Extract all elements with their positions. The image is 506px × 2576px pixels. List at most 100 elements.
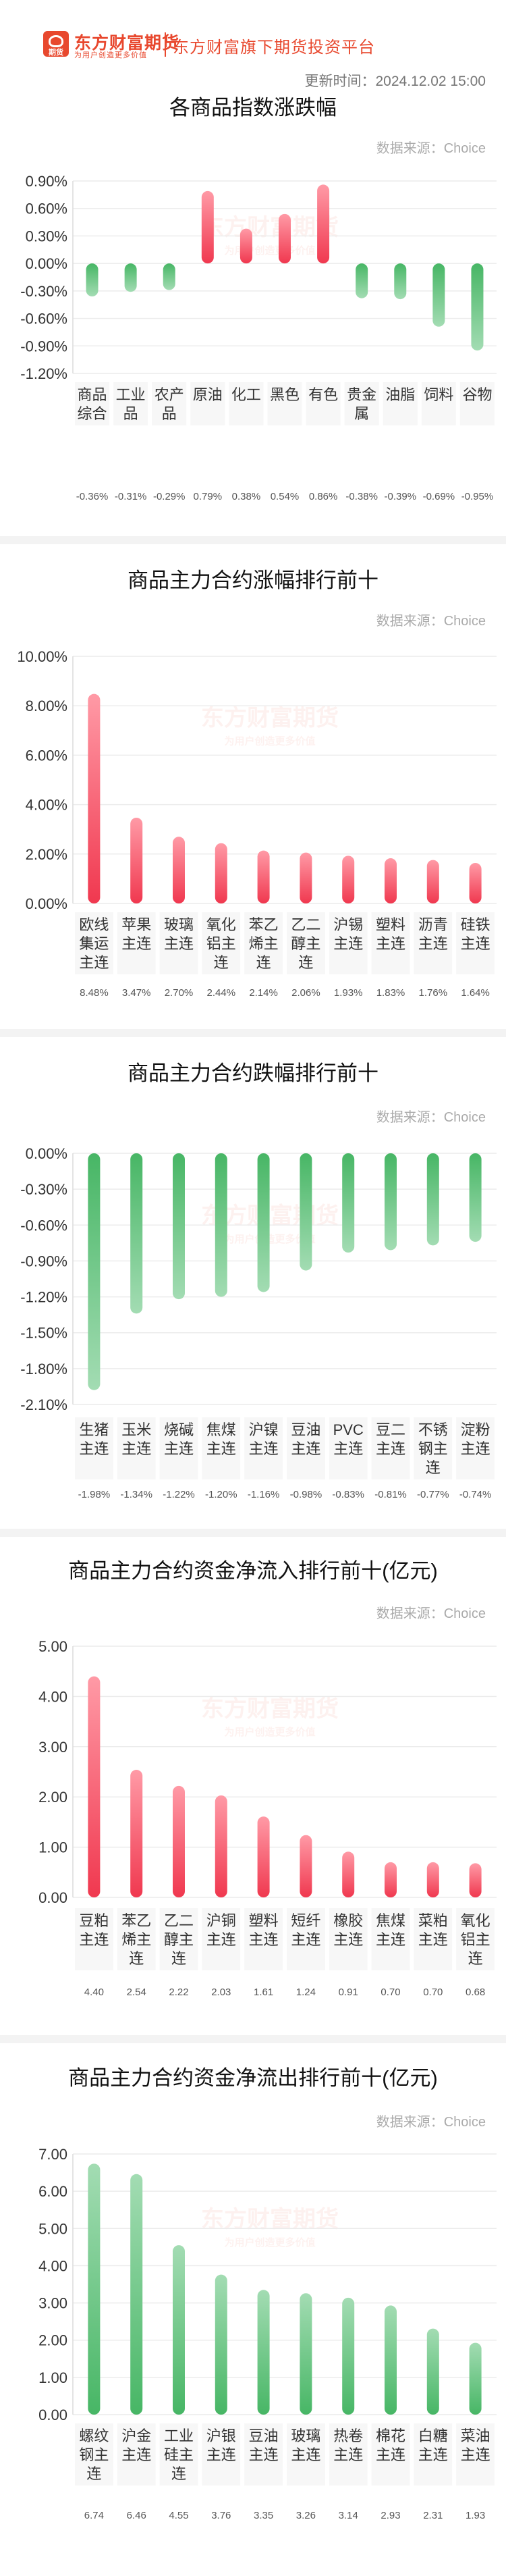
value-label: 0.68 <box>466 1987 485 1998</box>
category-cell <box>344 382 379 425</box>
category-cell <box>371 2423 410 2486</box>
watermark-slogan: 为用户创造更多价值 <box>224 2236 315 2249</box>
x-tick-label: 谷物 <box>462 386 492 403</box>
chart-title: 商品主力合约跌幅排行前十 <box>128 1061 378 1085</box>
bar <box>163 263 175 290</box>
y-tick-label: 8.00% <box>26 698 67 714</box>
x-tick-label: 菜粕主连 <box>418 1912 448 1948</box>
category-cell <box>117 2423 156 2486</box>
y-tick-label: 0.00% <box>26 1145 67 1162</box>
bar <box>432 263 445 327</box>
bar <box>130 1770 143 1897</box>
value-label: -1.22% <box>163 1489 195 1500</box>
bar <box>317 184 330 264</box>
platform-title: 东方财富旗下期货投资平台 <box>173 38 375 57</box>
bar <box>173 2245 185 2415</box>
bar <box>124 263 137 292</box>
value-label: -1.20% <box>205 1489 237 1500</box>
category-cell <box>383 382 418 425</box>
chart-title: 商品主力合约资金净流入排行前十(亿元) <box>68 1559 438 1583</box>
category-cell <box>287 2423 325 2486</box>
bar <box>130 1153 143 1314</box>
value-label: 0.91 <box>339 1987 358 1998</box>
x-tick-label: 豆粕主连 <box>79 1912 109 1948</box>
value-label: 1.64% <box>461 987 490 999</box>
bar <box>88 2163 101 2415</box>
x-tick-label: 焦煤主连 <box>376 1912 405 1948</box>
y-tick-label: 10.00% <box>17 648 67 665</box>
category-cell <box>159 2423 198 2486</box>
y-tick-label: 4.00 <box>38 1688 67 1705</box>
value-label: 1.76% <box>419 987 448 999</box>
y-tick-label: -1.50% <box>20 1325 67 1342</box>
value-label: 8.48% <box>80 987 109 999</box>
bar <box>342 2297 355 2415</box>
x-tick-label: 玻璃主连 <box>164 916 194 952</box>
y-tick-label: 1.00 <box>38 1839 67 1856</box>
x-tick-label: 热卷主连 <box>333 2427 363 2463</box>
x-tick-label: 商品综合 <box>78 386 107 422</box>
x-tick-label: 玉米主连 <box>121 1421 151 1457</box>
watermark-slogan: 为用户创造更多价值 <box>224 244 315 257</box>
bar <box>257 1153 270 1292</box>
y-tick-label: -2.10% <box>20 1396 67 1413</box>
x-tick-label: 菜油主连 <box>461 2427 490 2463</box>
chart-source: 数据来源：Choice <box>376 614 486 629</box>
x-tick-label: PVC 主连 <box>333 1421 364 1457</box>
value-label: -1.16% <box>248 1489 280 1500</box>
category-cell <box>371 1908 410 1970</box>
category-cell <box>152 382 187 425</box>
page-header: 期货 东方财富期货 为用户创造更多价值 东方财富旗下期货投资平台 更新时间：20… <box>0 0 506 89</box>
y-tick-label: 0.60% <box>26 201 67 217</box>
category-cell <box>117 912 156 974</box>
y-tick-label: 5.00 <box>38 2220 67 2237</box>
x-tick-label: 沪金主连 <box>121 2427 151 2463</box>
x-tick-label: 豆二主连 <box>376 1421 405 1457</box>
section-separator <box>0 2035 506 2043</box>
y-tick-label: 2.00 <box>38 1789 67 1806</box>
value-label: 2.03 <box>211 1987 231 1998</box>
bar <box>201 190 214 264</box>
category-cell <box>75 1908 113 1970</box>
bar-chart: 东方财富期货为用户创造更多价值0.00%-0.30%-0.60%-0.90%-1… <box>20 1145 497 1500</box>
value-label: 3.76 <box>211 2510 231 2521</box>
x-tick-label: 氧化铝主连 <box>461 1912 490 1967</box>
bar <box>88 693 101 903</box>
value-label: -1.98% <box>78 1489 111 1500</box>
value-label: 0.54% <box>271 491 300 502</box>
bar <box>173 837 185 903</box>
category-cell <box>421 382 456 425</box>
x-tick-label: 塑料主连 <box>376 916 405 952</box>
x-tick-label: 玻璃主连 <box>291 2427 320 2463</box>
category-cell <box>459 382 495 425</box>
bar <box>300 2293 312 2415</box>
chart-source: 数据来源：Choice <box>376 2115 486 2130</box>
bar <box>257 850 270 903</box>
section-separator <box>0 1529 506 1537</box>
category-cell <box>414 1417 453 1479</box>
bar <box>469 1153 482 1242</box>
value-label: 0.70 <box>381 1987 400 1998</box>
bar <box>215 1795 227 1897</box>
category-cell <box>329 2423 368 2486</box>
bar <box>173 1785 185 1897</box>
x-tick-label: 原油 <box>193 386 223 403</box>
bar-chart: 东方财富期货为用户创造更多价值7.006.005.004.003.002.001… <box>38 2146 497 2521</box>
x-tick-label: 淀粉主连 <box>461 1421 490 1457</box>
category-cell <box>229 382 264 425</box>
chart-source: 数据来源：Choice <box>376 141 486 156</box>
category-cell <box>371 912 410 974</box>
watermark-slogan: 为用户创造更多价值 <box>224 1726 315 1738</box>
bar <box>426 1862 439 1897</box>
chart-source: 数据来源：Choice <box>376 1606 486 1621</box>
category-cell <box>329 1908 368 1970</box>
category-cell <box>244 1417 283 1479</box>
category-cell <box>113 382 148 425</box>
bar <box>426 2328 439 2415</box>
category-cell <box>159 1417 198 1479</box>
category-cell <box>371 1417 410 1479</box>
bar <box>342 1153 355 1253</box>
y-tick-label: 6.00 <box>38 2183 67 2200</box>
